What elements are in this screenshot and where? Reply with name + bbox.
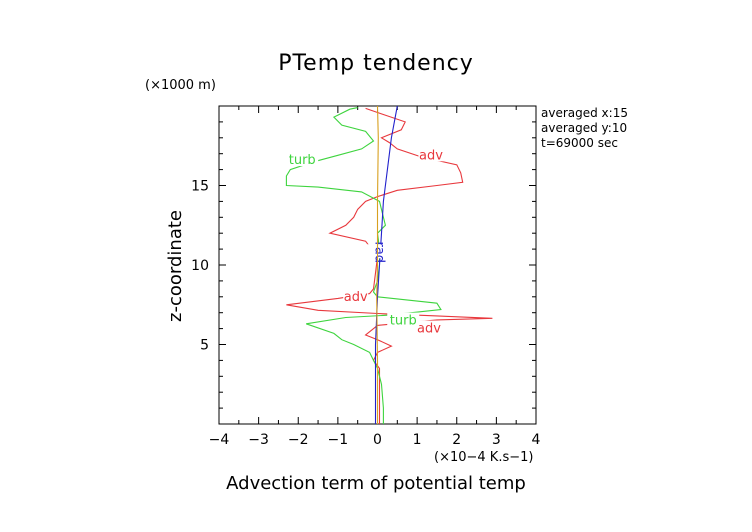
series-label-adv: adv bbox=[344, 290, 368, 305]
series-label-bg bbox=[366, 244, 392, 259]
info-line-2: averaged y:10 bbox=[541, 121, 627, 135]
x-tick-label: −3 bbox=[248, 432, 269, 448]
y-scale-label: (×1000 m) bbox=[145, 78, 216, 93]
x-axis-tick-labels: −4 −3 −2 −1 0 1 2 3 4 bbox=[209, 432, 541, 448]
x-tick-label: −2 bbox=[288, 432, 309, 448]
series-line-extra bbox=[376, 105, 379, 424]
y-tick-label: 15 bbox=[191, 179, 209, 195]
series-label-turb: turb bbox=[390, 314, 417, 329]
x-tick-label: 1 bbox=[413, 432, 422, 448]
y-axis-label: z-coordinate bbox=[165, 210, 186, 322]
y-tick-label: 10 bbox=[191, 258, 209, 274]
info-line-3: t=69000 sec bbox=[541, 136, 618, 150]
series-label-bg bbox=[286, 152, 319, 167]
series-label-turb: turb bbox=[289, 153, 316, 168]
series-label-adv: adv bbox=[419, 148, 443, 163]
x-tick-label: 4 bbox=[532, 432, 541, 448]
series-label-bg bbox=[387, 312, 420, 327]
y-axis-tick-labels: 5 10 15 bbox=[191, 179, 209, 354]
series-label-bg bbox=[418, 147, 444, 162]
series-line-rad bbox=[374, 105, 398, 424]
series-label-adv: adv bbox=[417, 322, 441, 337]
y-axis-ticks bbox=[219, 121, 536, 409]
y-tick-label: 5 bbox=[200, 338, 209, 354]
series-label-bg bbox=[343, 288, 369, 303]
info-line-1: averaged x:15 bbox=[541, 106, 628, 120]
series-label-rad: rad bbox=[371, 241, 386, 263]
x-axis-label: Advection term of potential temp bbox=[226, 473, 526, 494]
x-tick-label: −1 bbox=[328, 432, 349, 448]
x-scale-label: (×10−4 K.s−1) bbox=[434, 450, 533, 465]
x-tick-label: 3 bbox=[492, 432, 501, 448]
x-tick-label: 0 bbox=[373, 432, 382, 448]
series-label-bg bbox=[416, 320, 442, 335]
x-tick-label: −4 bbox=[209, 432, 230, 448]
chart-title: PTemp tendency bbox=[278, 51, 474, 76]
x-tick-label: 2 bbox=[452, 432, 461, 448]
